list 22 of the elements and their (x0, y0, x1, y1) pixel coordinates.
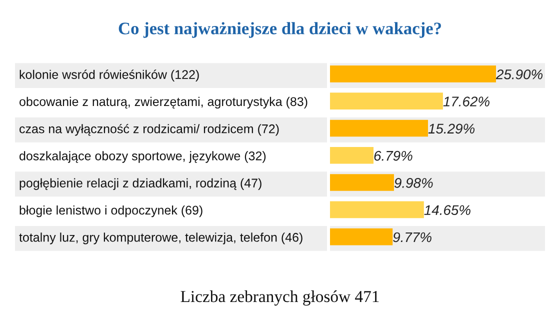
data-label: 9.77% (393, 232, 432, 242)
bar (330, 228, 393, 246)
y-tick-label: czas na wyłączność z rodzicami/ rodzicem (72) (20, 124, 279, 136)
data-label: 17.62% (443, 96, 490, 106)
bar (330, 92, 443, 110)
y-tick-label: doszkalające obozy sportowe, językowe (32) (20, 151, 266, 163)
data-label: 25.90% (496, 69, 543, 80)
data-label: 6.79% (374, 150, 412, 161)
y-tick-label: totalny luz, gry komputerowe, telewizja, telefon (46) (19, 232, 302, 244)
bar (330, 174, 394, 191)
bar (330, 146, 374, 164)
data-label: 15.29% (428, 124, 475, 134)
data-label: 14.65% (424, 205, 470, 216)
y-tick-label: obcowanie z naturą, zwierzętami, agroturystyka (83) (20, 96, 308, 109)
bar (330, 120, 428, 137)
text: Liczba zebranych głosów 471 (180, 290, 379, 306)
y-tick-label: pogłębienie relacji z dziadkami, rodziną (47) (20, 178, 262, 190)
y-tick-label: kolonie wsród rówieśników (122) (20, 70, 199, 82)
bar (330, 201, 424, 218)
chart-title: Co jest najważniejsze dla dzieci w wakacje? (118, 22, 441, 38)
y-tick-label: błogie lenistwo i odpoczynek (69) (20, 205, 202, 218)
data-label: 9.98% (394, 178, 433, 188)
